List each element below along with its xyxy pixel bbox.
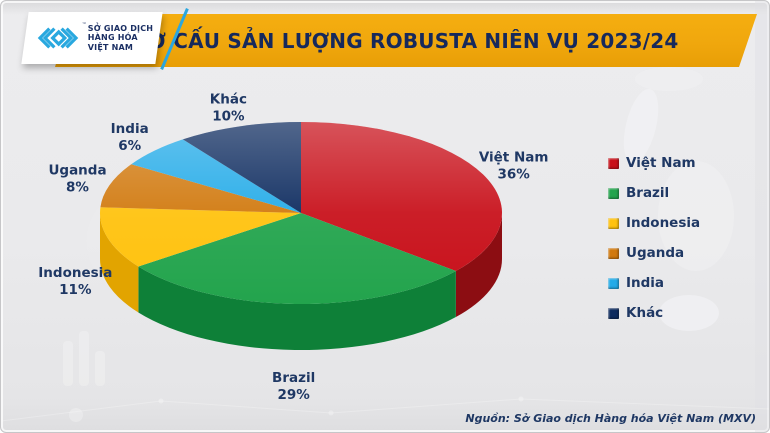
legend-marker bbox=[608, 277, 619, 289]
pie-slice-side-1 bbox=[138, 266, 456, 351]
legend-label: Khác bbox=[626, 305, 664, 321]
legend-marker bbox=[608, 307, 619, 319]
legend-marker bbox=[608, 217, 619, 229]
legend-label: Việt Nam bbox=[626, 155, 696, 171]
legend-item-0: Việt Nam bbox=[608, 155, 700, 171]
legend-label: Uganda bbox=[626, 245, 685, 261]
legend-label: Indonesia bbox=[626, 215, 701, 231]
legend-marker bbox=[608, 247, 619, 259]
logo-text-line: HÀNG HÓA bbox=[87, 33, 138, 43]
logo-text-line: SỞ GIAO DỊCH bbox=[87, 23, 154, 33]
page-title: CƠ CẤU SẢN LƯỢNG ROBUSTA NIÊN VỤ 2023/24 bbox=[133, 28, 679, 53]
chart-legend: Việt Nam Brazil Indonesia Uganda India Khác bbox=[608, 155, 701, 336]
legend-marker bbox=[608, 187, 619, 199]
legend-item-2: Indonesia bbox=[608, 215, 701, 231]
pie-slice-label-4: India 6% bbox=[111, 121, 149, 154]
pie-slice-label-3: Uganda 8% bbox=[48, 163, 106, 196]
legend-item-4: India bbox=[608, 275, 700, 291]
logo-text-line: VIỆT NAM bbox=[87, 42, 134, 52]
source-attribution: Nguồn: Sở Giao dịch Hàng hóa Việt Nam (M… bbox=[465, 412, 756, 425]
legend-item-1: Brazil bbox=[608, 185, 700, 201]
legend-item-3: Uganda bbox=[608, 245, 700, 261]
mxv-logo: ™ SỞ GIAO DỊCH HÀNG HÓA VIỆT NAM bbox=[21, 12, 163, 64]
logo-text: SỞ GIAO DỊCH HÀNG HÓA VIỆT NAM bbox=[88, 24, 153, 53]
pie-slice-label-2: Indonesia 11% bbox=[38, 265, 112, 298]
legend-item-5: Khác bbox=[608, 305, 700, 321]
mxv-logo-icon bbox=[37, 27, 79, 49]
pie-slice-label-1: Brazil 29% bbox=[272, 370, 315, 403]
pie-slice-label-5: Khác 10% bbox=[210, 91, 247, 124]
legend-label: Brazil bbox=[626, 185, 670, 201]
trademark-symbol: ™ bbox=[81, 22, 87, 28]
pie-slice-label-0: Việt Nam 36% bbox=[479, 150, 549, 183]
legend-marker bbox=[608, 157, 619, 169]
legend-label: India bbox=[626, 275, 665, 291]
